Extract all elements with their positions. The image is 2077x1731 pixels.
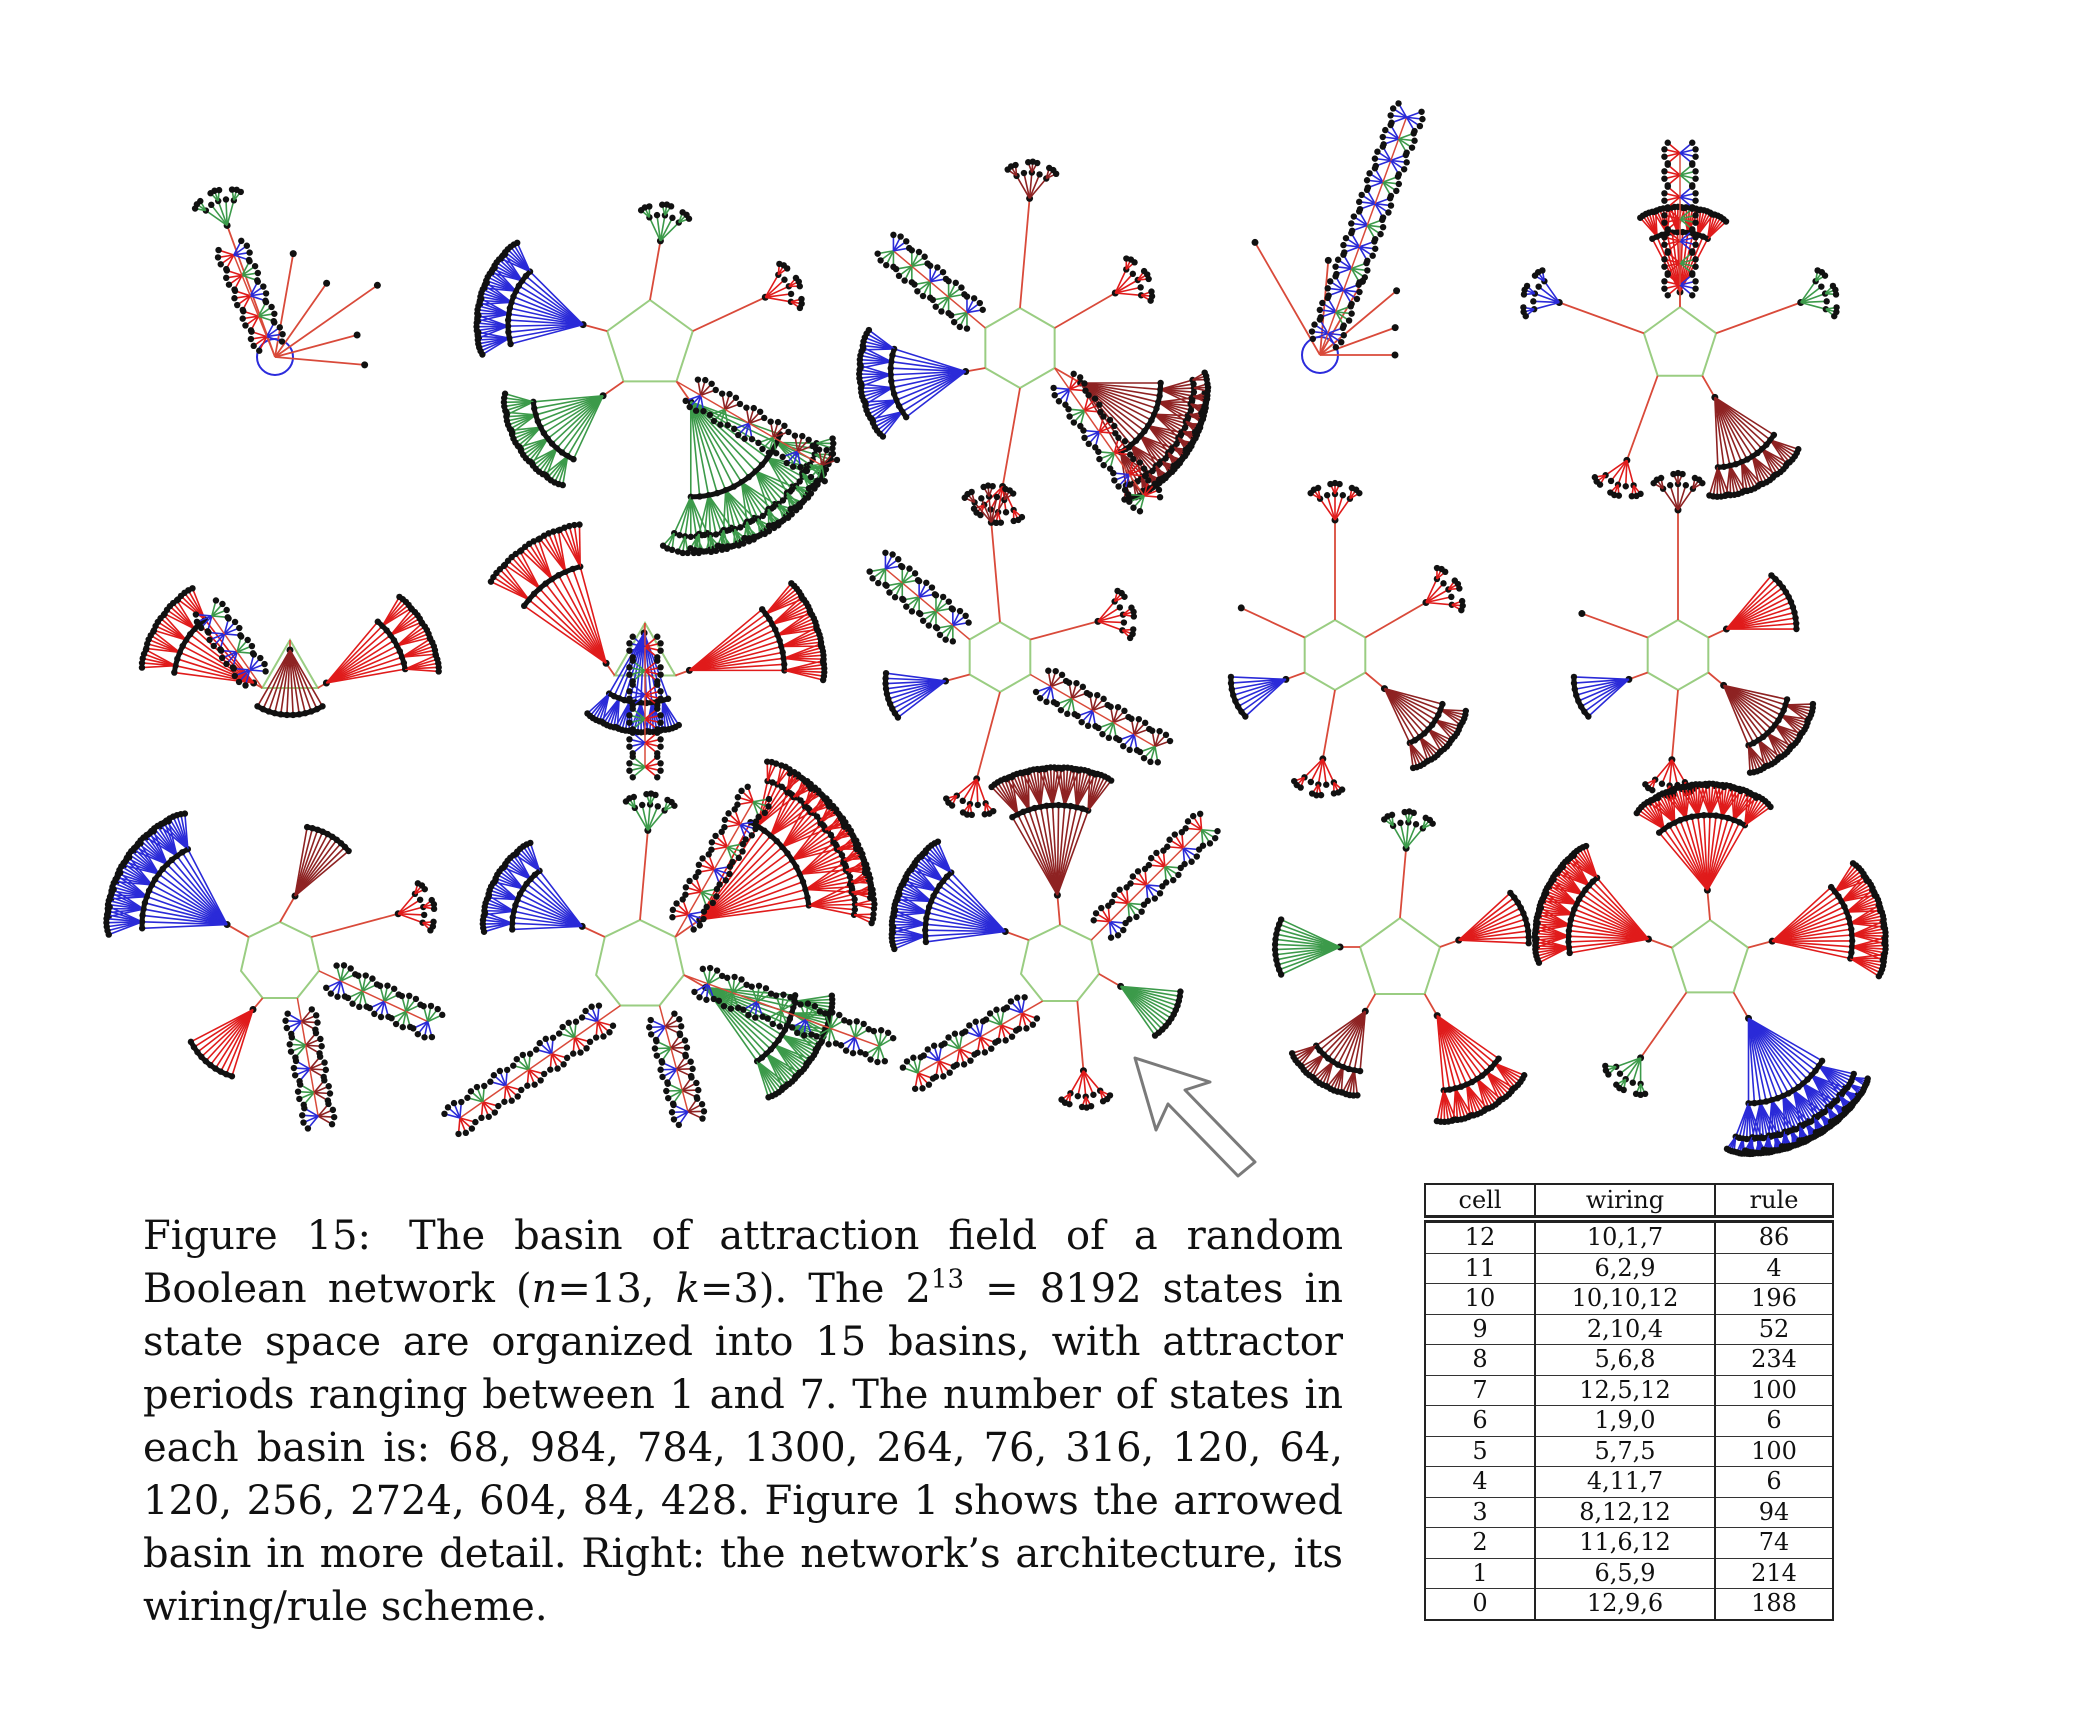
caption-text-2: =13, bbox=[557, 1266, 676, 1312]
cell-wiring: 12,9,6 bbox=[1534, 1588, 1716, 1621]
cell-wiring: 8,12,12 bbox=[1534, 1497, 1716, 1528]
caption-k-symbol: k bbox=[675, 1266, 700, 1312]
cell-wiring: 10,1,7 bbox=[1534, 1215, 1716, 1254]
figure-caption: Figure 15: The basin of attraction field … bbox=[143, 1210, 1343, 1634]
basin-8 bbox=[866, 482, 1174, 819]
table-header-row: cell wiring rule bbox=[1424, 1183, 1834, 1220]
table-row: 1 6,5,9 214 bbox=[1424, 1558, 1834, 1589]
table-body: 12 10,1,7 86 11 6,2,9 4 10 10,10,12 196 9 2,10,4 52… bbox=[1424, 1215, 1834, 1621]
basin-12 bbox=[441, 758, 897, 1138]
basin-13 bbox=[888, 764, 1221, 1111]
basin-5 bbox=[1520, 139, 1840, 500]
wiring-rule-table: cell wiring rule 12 10,1,7 86 11 6,2,9 4 10 10,… bbox=[1424, 1183, 1834, 1621]
cell-rule: 94 bbox=[1714, 1497, 1834, 1528]
cell-index: 5 bbox=[1424, 1436, 1536, 1467]
cell-wiring: 1,9,0 bbox=[1534, 1405, 1716, 1437]
table-row: 2 11,6,12 74 bbox=[1424, 1527, 1834, 1559]
table-row: 9 2,10,4 52 bbox=[1424, 1314, 1834, 1345]
table-row: 8 5,6,8 234 bbox=[1424, 1344, 1834, 1376]
table-row: 12 10,1,7 86 bbox=[1424, 1215, 1834, 1254]
cell-index: 6 bbox=[1424, 1405, 1536, 1437]
header-cell: cell bbox=[1424, 1183, 1536, 1220]
cell-rule: 234 bbox=[1714, 1344, 1834, 1376]
basin-15 bbox=[1531, 780, 1889, 1158]
caption-text-3: =3). The 2 bbox=[699, 1266, 931, 1312]
cell-index: 2 bbox=[1424, 1527, 1536, 1559]
cell-index: 12 bbox=[1424, 1215, 1536, 1254]
basin-6 bbox=[138, 585, 442, 719]
table-row: 4 4,11,7 6 bbox=[1424, 1466, 1834, 1498]
table-row: 5 5,7,5 100 bbox=[1424, 1436, 1834, 1467]
cell-rule: 4 bbox=[1714, 1253, 1834, 1284]
caption-n-symbol: n bbox=[531, 1266, 558, 1312]
cell-rule: 6 bbox=[1714, 1405, 1834, 1437]
cell-index: 1 bbox=[1424, 1558, 1536, 1589]
table-row: 3 8,12,12 94 bbox=[1424, 1497, 1834, 1528]
table-row: 6 1,9,0 6 bbox=[1424, 1405, 1834, 1437]
cell-wiring: 5,6,8 bbox=[1534, 1344, 1716, 1376]
cell-index: 8 bbox=[1424, 1344, 1536, 1376]
cell-rule: 52 bbox=[1714, 1314, 1834, 1345]
cell-rule: 6 bbox=[1714, 1466, 1834, 1498]
cell-index: 3 bbox=[1424, 1497, 1536, 1528]
basin-1 bbox=[191, 186, 381, 376]
table-row: 11 6,2,9 4 bbox=[1424, 1253, 1834, 1284]
cell-rule: 214 bbox=[1714, 1558, 1834, 1589]
cell-index: 0 bbox=[1424, 1588, 1536, 1621]
basin-10 bbox=[1570, 469, 1817, 800]
basin-9 bbox=[1227, 479, 1470, 799]
figure-label: Figure 15: bbox=[143, 1213, 372, 1259]
table-row: 10 10,10,12 196 bbox=[1424, 1283, 1834, 1315]
cell-index: 7 bbox=[1424, 1375, 1536, 1406]
cell-rule: 188 bbox=[1714, 1588, 1834, 1621]
basin-2 bbox=[473, 201, 841, 557]
table-row: 7 12,5,12 100 bbox=[1424, 1375, 1834, 1406]
cell-wiring: 6,5,9 bbox=[1534, 1558, 1716, 1589]
cell-index: 10 bbox=[1424, 1283, 1536, 1315]
caption-text-1: The basin of attraction field of a rando… bbox=[143, 1213, 1343, 1312]
pointer-arrow-icon bbox=[1133, 1056, 1257, 1178]
basin-7 bbox=[487, 521, 828, 781]
caption-text-4: = 8192 states in state space are organiz… bbox=[143, 1266, 1343, 1630]
header-wiring: wiring bbox=[1534, 1183, 1716, 1220]
cell-wiring: 4,11,7 bbox=[1534, 1466, 1716, 1498]
basin-4 bbox=[1251, 100, 1426, 374]
cell-wiring: 6,2,9 bbox=[1534, 1253, 1716, 1284]
basin-14 bbox=[1271, 808, 1532, 1126]
caption-exponent: 13 bbox=[930, 1264, 965, 1295]
cell-wiring: 2,10,4 bbox=[1534, 1314, 1716, 1345]
header-rule: rule bbox=[1714, 1183, 1834, 1220]
cell-rule: 196 bbox=[1714, 1283, 1834, 1315]
cell-wiring: 11,6,12 bbox=[1534, 1527, 1716, 1559]
basin-11 bbox=[103, 810, 446, 1132]
cell-rule: 86 bbox=[1714, 1215, 1834, 1254]
table-row: 0 12,9,6 188 bbox=[1424, 1588, 1834, 1621]
cell-rule: 100 bbox=[1714, 1436, 1834, 1467]
cell-rule: 74 bbox=[1714, 1527, 1834, 1559]
cell-wiring: 12,5,12 bbox=[1534, 1375, 1716, 1406]
cell-wiring: 5,7,5 bbox=[1534, 1436, 1716, 1467]
cell-index: 9 bbox=[1424, 1314, 1536, 1345]
cell-index: 11 bbox=[1424, 1253, 1536, 1284]
cell-rule: 100 bbox=[1714, 1375, 1834, 1406]
cell-wiring: 10,10,12 bbox=[1534, 1283, 1716, 1315]
basin-3 bbox=[856, 158, 1212, 527]
cell-index: 4 bbox=[1424, 1466, 1536, 1498]
